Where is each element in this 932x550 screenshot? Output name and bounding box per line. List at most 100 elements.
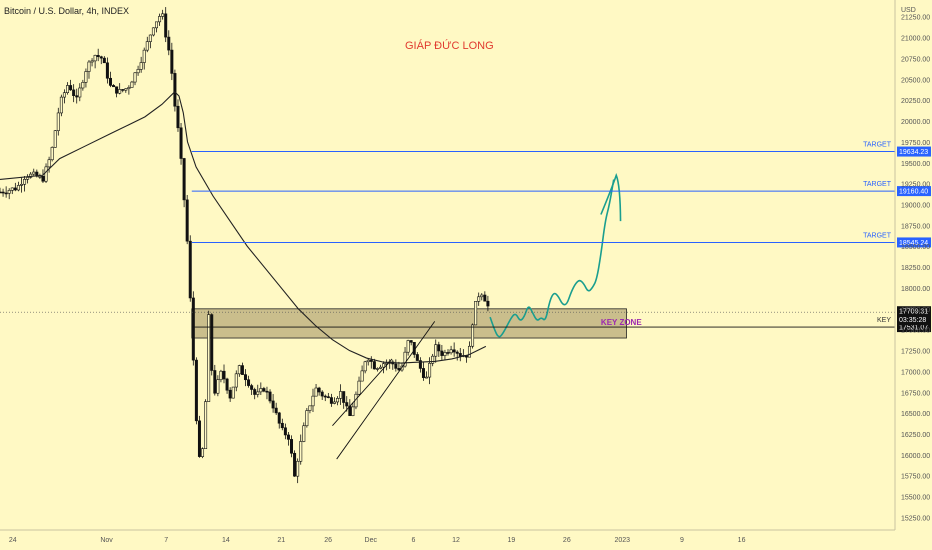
candle-down xyxy=(293,452,297,477)
candle-up xyxy=(84,71,88,83)
candle-up xyxy=(425,376,429,379)
candle-up xyxy=(93,55,97,62)
candle-up xyxy=(375,368,379,370)
candle-up xyxy=(305,410,309,427)
candle-up xyxy=(151,27,155,36)
current-price-badge xyxy=(897,306,931,326)
target-label: TARGET xyxy=(863,181,892,188)
y-tick-label: 17000.00 xyxy=(901,369,930,376)
candle-down xyxy=(102,57,106,64)
candle-down xyxy=(222,370,226,380)
candle-down xyxy=(115,86,119,94)
candle-up xyxy=(351,406,355,416)
candle-down xyxy=(108,77,112,86)
x-tick-label: 14 xyxy=(222,537,230,544)
candle-down xyxy=(253,389,257,395)
y-tick-label: 17750.00 xyxy=(901,307,930,314)
candle-up xyxy=(428,362,432,378)
candle-down xyxy=(176,105,180,129)
candle-up xyxy=(403,351,407,367)
key-price-text: 17531.07 xyxy=(899,325,928,332)
y-tick-label: 20250.00 xyxy=(901,98,930,105)
candle-down xyxy=(326,396,330,398)
candle-down xyxy=(164,13,168,38)
candle-down xyxy=(437,344,441,352)
target-label: TARGET xyxy=(863,142,892,149)
candle-down xyxy=(167,36,171,51)
candle-down xyxy=(268,391,272,402)
candle-up xyxy=(443,352,447,356)
candle-up xyxy=(471,324,475,347)
candle-up xyxy=(127,87,131,90)
x-tick-label: 24 xyxy=(9,537,17,544)
y-tick-label: 19000.00 xyxy=(901,202,930,209)
candle-down xyxy=(194,359,198,422)
candle-down xyxy=(4,192,8,195)
candle-up xyxy=(311,395,315,407)
candle-down xyxy=(13,187,17,191)
candle-down xyxy=(455,351,459,354)
candle-up xyxy=(29,173,33,178)
target-price-badge xyxy=(897,186,931,197)
candle-down xyxy=(415,354,419,361)
y-axis: 15250.00 15500.00 15750.00 16000.00 16250.00… xyxy=(894,0,930,530)
candle-up xyxy=(259,388,263,393)
candle-down xyxy=(262,388,266,392)
y-tick-label: 15750.00 xyxy=(901,474,930,481)
candle-up xyxy=(145,41,149,51)
candle-down xyxy=(69,85,73,91)
candle-down xyxy=(240,365,244,375)
candle-up xyxy=(154,21,158,29)
candle-up xyxy=(53,130,57,148)
candle-up xyxy=(366,359,370,363)
y-tick-label: 21250.00 xyxy=(901,15,930,22)
candle-up xyxy=(136,69,140,74)
y-tick-label: 18250.00 xyxy=(901,265,930,272)
candle-up xyxy=(32,171,36,175)
candle-down xyxy=(179,127,183,159)
candle-up xyxy=(44,166,48,182)
y-tick-label: 15250.00 xyxy=(901,515,930,522)
y-axis-unit: USD xyxy=(901,7,916,14)
candle-down xyxy=(170,49,174,74)
candle-down xyxy=(210,314,214,371)
candle-down xyxy=(265,390,269,393)
x-tick-label: 26 xyxy=(324,537,332,544)
target-price-badge xyxy=(897,146,931,157)
x-tick-label: Dec xyxy=(365,537,378,544)
x-tick-label: 26 xyxy=(563,537,571,544)
y-tick-label: 16250.00 xyxy=(901,432,930,439)
candle-down xyxy=(185,199,189,242)
candle-up xyxy=(87,61,91,72)
y-tick-label: 18750.00 xyxy=(901,223,930,230)
countdown-text: 03:35:28 xyxy=(899,317,926,324)
y-tick-label: 19500.00 xyxy=(901,161,930,168)
candle-up xyxy=(19,183,23,186)
candle-up xyxy=(237,365,241,375)
candle-up xyxy=(219,370,223,381)
candle-up xyxy=(332,401,336,404)
candle-down xyxy=(280,422,284,429)
y-tick-label: 15500.00 xyxy=(901,495,930,502)
candle-down xyxy=(213,370,217,394)
candle-down xyxy=(173,73,177,107)
candle-up xyxy=(26,177,30,180)
x-tick-label: 2023 xyxy=(614,537,630,544)
moving-average-line xyxy=(0,91,487,364)
candle-up xyxy=(16,185,20,191)
candle-up xyxy=(302,425,306,442)
candle-down xyxy=(1,191,5,194)
candle-down xyxy=(247,379,251,386)
y-tick-label: 18000.00 xyxy=(901,286,930,293)
candle-up xyxy=(308,405,312,411)
candle-down xyxy=(421,368,425,378)
target-price-text: 18545.24 xyxy=(899,240,928,247)
candle-up xyxy=(133,72,137,83)
candle-up xyxy=(56,112,60,132)
candle-up xyxy=(296,460,300,477)
target-label: TARGET xyxy=(863,232,892,239)
key-price-badge xyxy=(897,322,931,333)
trendline xyxy=(332,358,393,426)
candle-up xyxy=(314,387,318,397)
